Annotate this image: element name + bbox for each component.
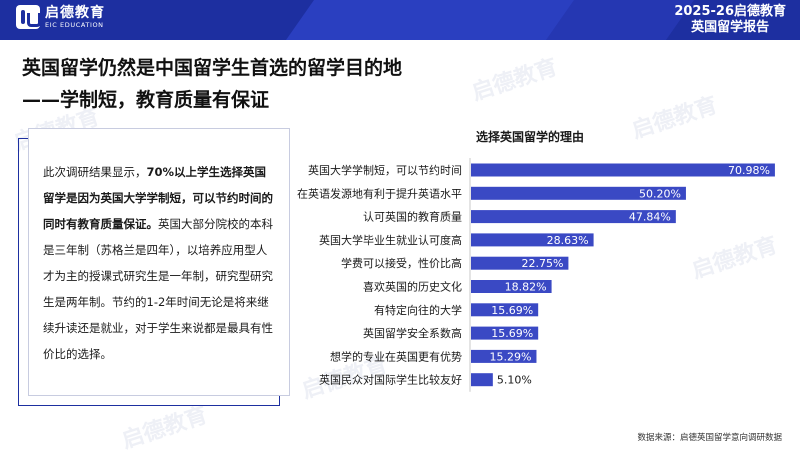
category-label: 英国大学学制短，可以节约时间 <box>308 163 462 177</box>
bar <box>471 210 676 224</box>
headline-line2: ——学制短，教育质量有保证 <box>22 89 270 111</box>
category-label: 有特定向往的大学 <box>374 303 462 317</box>
bar <box>471 233 594 247</box>
bar <box>471 373 493 387</box>
value-label: 18.82% <box>505 281 547 294</box>
bar <box>471 186 686 200</box>
summary-body: 英国大部分院校的本科是三年制（苏格兰是四年），以培养应用型人才为主的授课式研究生… <box>43 217 273 361</box>
value-label: 70.98% <box>728 164 770 177</box>
page-headline: 英国留学仍然是中国留学生首选的留学目的地 ——学制短，教育质量有保证 <box>22 52 402 116</box>
report-title-line2: 英国留学报告 <box>691 20 770 35</box>
chart-title: 选择英国留学的理由 <box>476 130 585 144</box>
category-label: 英国大学毕业生就业认可度高 <box>319 233 462 247</box>
category-label: 想学的专业在英国更有优势 <box>330 349 462 363</box>
bar <box>471 280 552 293</box>
category-label: 英国留学安全系数高 <box>363 326 462 340</box>
category-label: 喜欢英国的历史文化 <box>363 280 462 294</box>
summary-card: 此次调研结果显示，70%以上学生选择英国留学是因为英国大学学制短，可以节约时间的… <box>28 128 290 396</box>
value-label: 47.84% <box>629 211 671 224</box>
category-label: 认可英国的教育质量 <box>363 210 462 224</box>
summary-emphasis: 70%以上学生选择英国留学是因为英国大学学制短，可以节约时间的同时有教育质量保证… <box>43 165 273 231</box>
bar <box>471 326 539 340</box>
category-label: 英国民众对国际学生比较友好 <box>319 373 462 387</box>
value-label: 15.29% <box>490 350 532 363</box>
summary-text: 此次调研结果显示，70%以上学生选择英国留学是因为英国大学学制短，可以节约时间的… <box>43 159 275 367</box>
report-title: 2025-26启德教育 英国留学报告 <box>674 4 786 36</box>
value-label: 15.69% <box>491 304 533 317</box>
value-label: 22.75% <box>521 257 563 270</box>
value-label: 28.63% <box>547 234 589 247</box>
bar <box>471 349 537 363</box>
data-source: 数据来源：启德英国留学意向调研数据 <box>637 433 782 443</box>
bar <box>471 256 569 270</box>
summary-intro: 此次调研结果显示， <box>43 165 147 179</box>
logo-icon <box>16 5 41 29</box>
report-title-line1: 2025-26启德教育 <box>674 4 786 19</box>
logo-subtitle: EIC EDUCATION <box>45 20 104 29</box>
headline-line1: 英国留学仍然是中国留学生首选的留学目的地 <box>22 57 403 79</box>
category-label: 在英语发源地有利于提升英语水平 <box>297 186 462 200</box>
bar <box>471 303 539 317</box>
category-label: 学费可以接受，性价比高 <box>341 256 462 270</box>
logo-name: 启德教育 <box>45 4 105 21</box>
logo: 启德教育 EIC EDUCATION <box>16 5 105 29</box>
top-banner: 启德教育 EIC EDUCATION 2025-26启德教育 英国留学报告 <box>0 0 800 40</box>
value-label: 50.20% <box>639 187 681 200</box>
bar <box>471 163 775 177</box>
value-label: 15.69% <box>491 327 533 340</box>
value-label: 5.10% <box>497 374 532 387</box>
